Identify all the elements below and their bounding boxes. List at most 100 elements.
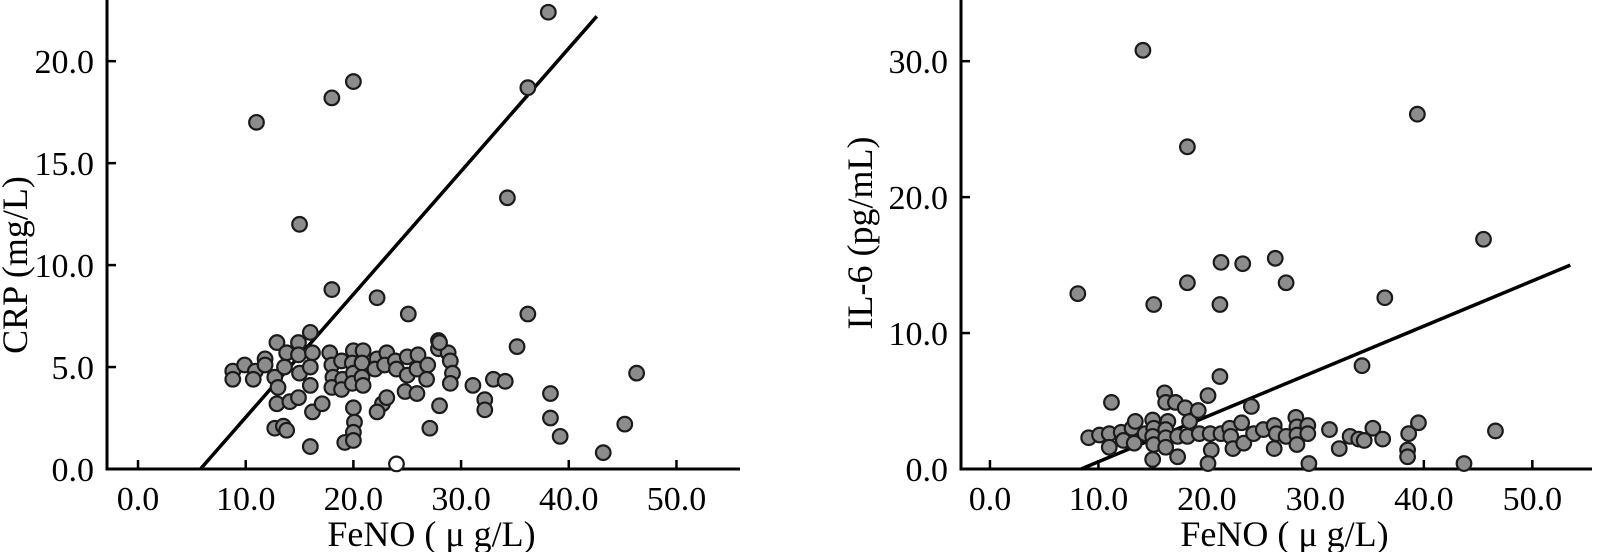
data-point — [368, 289, 386, 307]
data-point — [268, 334, 286, 351]
data-point — [1300, 455, 1318, 472]
data-point — [1487, 422, 1504, 440]
y-tick-label: 10.0 — [35, 248, 95, 285]
data-point — [344, 432, 362, 449]
data-point — [278, 421, 296, 439]
data-point — [1211, 368, 1229, 385]
data-point — [1144, 451, 1162, 468]
data-point — [399, 305, 417, 323]
data-point — [421, 419, 439, 437]
data-point — [313, 395, 331, 413]
data-point — [1100, 438, 1118, 456]
data-point — [291, 215, 308, 233]
data-point — [498, 189, 516, 207]
x-tick-label: 20.0 — [1177, 481, 1237, 518]
data-point — [1189, 402, 1207, 419]
data-point — [1212, 253, 1230, 271]
data-point — [441, 374, 459, 392]
data-point — [1103, 393, 1120, 411]
y-tick-label: 15.0 — [35, 146, 95, 183]
x-tick-label: 30.0 — [431, 481, 491, 518]
data-point — [301, 438, 319, 455]
data-point — [1265, 440, 1283, 458]
data-point — [476, 401, 494, 419]
data-point — [301, 323, 319, 341]
regression-line — [199, 15, 599, 471]
data-point — [418, 370, 436, 388]
data-point — [1400, 425, 1418, 443]
data-point — [464, 376, 482, 394]
data-point — [1374, 430, 1392, 448]
data-point — [1234, 255, 1252, 273]
x-tick-label: 10.0 — [216, 481, 276, 518]
data-point — [378, 389, 396, 407]
data-point — [1277, 274, 1295, 292]
data-point — [628, 364, 646, 382]
x-tick-label: 10.0 — [1069, 481, 1129, 518]
y-tick-label: 20.0 — [889, 180, 949, 217]
data-point — [508, 338, 526, 356]
data-point — [244, 370, 262, 388]
data-point — [1399, 448, 1416, 466]
data-point — [224, 370, 242, 388]
x-tick-label: 50.0 — [647, 481, 707, 518]
data-point — [1126, 413, 1144, 430]
data-point — [344, 73, 362, 90]
data-point — [301, 376, 319, 394]
data-point — [408, 385, 426, 402]
x-tick-label: 40.0 — [1394, 481, 1454, 518]
y-axis-title: CRP (mg/L) — [0, 176, 35, 354]
data-point — [616, 415, 634, 433]
x-tick-label: 50.0 — [1503, 481, 1563, 518]
data-point — [1233, 414, 1251, 432]
data-point — [1355, 432, 1373, 449]
data-point — [1134, 41, 1152, 59]
data-point — [1169, 448, 1187, 466]
data-point — [542, 385, 559, 402]
x-tick-label: 0.0 — [969, 481, 1012, 518]
x-tick-label: 30.0 — [1286, 481, 1346, 518]
open-data-point — [388, 455, 405, 473]
y-axis-title: IL-6 (pg/mL) — [840, 137, 880, 330]
data-point — [1069, 285, 1087, 303]
data-point — [1321, 421, 1338, 438]
y-tick-label: 30.0 — [889, 44, 949, 81]
data-point — [344, 399, 362, 417]
data-point — [419, 356, 437, 374]
data-point — [1211, 296, 1229, 313]
data-point — [1364, 419, 1382, 437]
data-point — [1125, 434, 1143, 452]
data-point — [519, 79, 537, 97]
data-point — [1455, 455, 1473, 472]
data-point — [1408, 105, 1426, 123]
data-point — [1475, 230, 1492, 248]
data-point — [256, 356, 274, 374]
data-point — [1266, 249, 1284, 267]
data-point — [542, 409, 559, 427]
data-point — [368, 403, 386, 421]
data-point — [1145, 296, 1163, 313]
data-point — [304, 344, 321, 362]
y-tick-label: 0.0 — [906, 452, 949, 489]
y-tick-label: 10.0 — [889, 316, 949, 353]
data-point — [354, 376, 372, 394]
data-point — [1242, 398, 1260, 415]
data-point — [1157, 438, 1175, 456]
x-axis-title: FeNO ( μ g/L) — [327, 514, 535, 552]
crp-vs-feno-chart: 0.0 10.0 20.0 30.0 40.0 50.0 0.0 5.0 10.0 15.0 20.… — [0, 0, 740, 552]
y-tick-label: 5.0 — [52, 350, 95, 387]
data-point — [1376, 289, 1394, 307]
data-point — [594, 444, 612, 462]
data-point — [1353, 357, 1371, 375]
data-point — [431, 334, 448, 351]
data-point — [269, 379, 287, 396]
il6-vs-feno-chart: 0.0 10.0 20.0 30.0 40.0 50.00.010.020.030.0Fe… — [840, 0, 1592, 552]
y-tick-label: 20.0 — [35, 44, 95, 81]
data-point — [1178, 274, 1196, 292]
data-point — [301, 358, 319, 376]
data-point — [290, 389, 307, 407]
x-tick-label: 20.0 — [324, 481, 384, 518]
data-point — [519, 305, 537, 323]
